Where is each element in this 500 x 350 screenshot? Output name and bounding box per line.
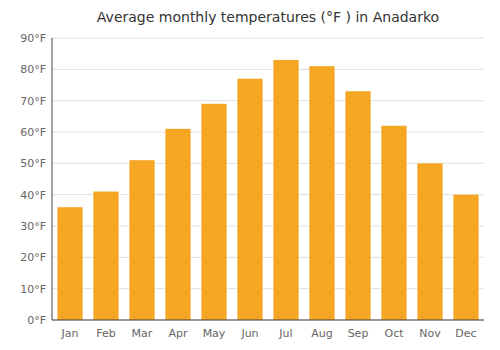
- grid-line: [52, 320, 484, 321]
- x-tick-label: Jan: [61, 327, 79, 340]
- grid-line: [52, 38, 484, 39]
- x-tick-label: Sep: [348, 327, 369, 340]
- bars: [57, 60, 478, 320]
- y-tick-label: 10°F: [20, 283, 46, 296]
- x-tick-label: Dec: [455, 327, 476, 340]
- grid-line: [52, 69, 484, 70]
- x-tick-label: Feb: [96, 327, 115, 340]
- grid-line: [52, 132, 484, 133]
- y-tick-label: 30°F: [20, 220, 46, 233]
- bar: [93, 192, 118, 320]
- x-tick-label: Aug: [311, 327, 332, 340]
- bar: [309, 66, 334, 320]
- bar: [165, 129, 190, 320]
- y-axis-line: [52, 38, 53, 320]
- bar: [273, 60, 298, 320]
- grid: [52, 38, 484, 320]
- bar: [57, 207, 82, 320]
- grid-line: [52, 100, 484, 101]
- bar: [201, 104, 226, 320]
- y-tick-label: 20°F: [20, 251, 46, 264]
- bar: [237, 79, 262, 320]
- bar: [453, 195, 478, 320]
- x-tick-label: Mar: [132, 327, 153, 340]
- chart-container: Average monthly temperatures (°F ) in An…: [0, 0, 500, 350]
- y-tick-label: 0°F: [27, 314, 46, 327]
- bar: [345, 91, 370, 320]
- x-tick-label: Oct: [384, 327, 404, 340]
- y-tick-label: 40°F: [20, 189, 46, 202]
- y-tick-label: 70°F: [20, 95, 46, 108]
- y-tick-label: 80°F: [20, 63, 46, 76]
- x-axis-line: [52, 320, 484, 321]
- bar: [381, 126, 406, 320]
- x-tick-label: Jun: [240, 327, 258, 340]
- y-tick-label: 50°F: [20, 157, 46, 170]
- y-axis: 0°F 10°F 20°F 30°F 40°F 50°F 60°F 70°F 80°F 90°F: [20, 32, 46, 327]
- y-tick-label: 90°F: [20, 32, 46, 45]
- y-tick-label: 60°F: [20, 126, 46, 139]
- x-tick-label: Apr: [168, 327, 188, 340]
- page: {"chart_data": {"type": "bar", "title": …: [0, 0, 500, 350]
- chart-title: Average monthly temperatures (°F ) in An…: [97, 9, 439, 25]
- x-tick-label: Jul: [278, 327, 292, 340]
- bar: [129, 160, 154, 320]
- bar: [417, 163, 442, 320]
- chart-svg: Average monthly temperatures (°F ) in An…: [0, 0, 500, 350]
- x-axis: Jan Feb Mar Apr May Jun Jul Aug Sep Oct Nov Dec: [61, 327, 477, 340]
- x-tick-label: Nov: [419, 327, 441, 340]
- x-tick-label: May: [203, 327, 226, 340]
